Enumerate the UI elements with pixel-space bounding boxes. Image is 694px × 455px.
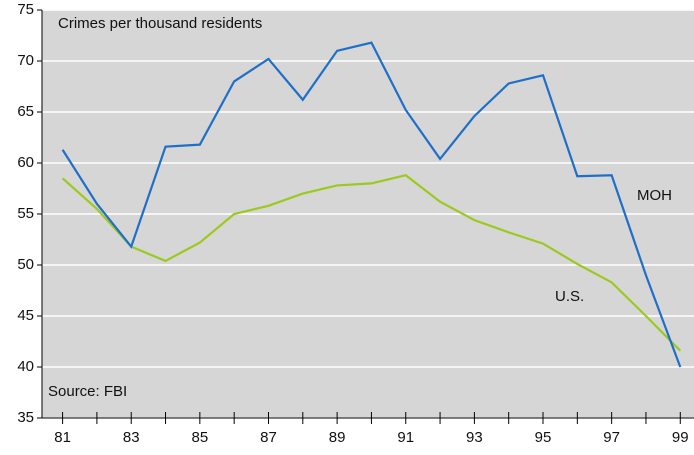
series-label: MOH [637, 187, 672, 204]
series-line [61, 174, 682, 352]
x-tick-label: 83 [123, 429, 140, 446]
y-tick-label: 55 [17, 205, 34, 222]
x-tick-label: 81 [54, 429, 71, 446]
y-tick-label: 35 [17, 409, 34, 426]
y-tick-label: 75 [17, 1, 34, 18]
x-tick-label: 93 [466, 429, 483, 446]
y-tick-label: 65 [17, 103, 34, 120]
series-label: U.S. [555, 288, 584, 305]
series-line [61, 41, 682, 368]
y-tick-label: 60 [17, 154, 34, 171]
y-tick-label: 45 [17, 307, 34, 324]
y-tick-label: 40 [17, 358, 34, 375]
x-tick-label: 95 [535, 429, 552, 446]
x-tick-label: 87 [260, 429, 277, 446]
x-tick-label: 97 [603, 429, 620, 446]
y-tick-label: 50 [17, 256, 34, 273]
x-tick-label: 99 [672, 429, 689, 446]
x-tick-label: 85 [192, 429, 209, 446]
x-tick-label: 89 [329, 429, 346, 446]
annotation: Source: FBI [48, 383, 127, 400]
x-tick-label: 91 [397, 429, 414, 446]
chart-title: Crimes per thousand residents [58, 15, 262, 32]
y-tick-label: 70 [17, 52, 34, 69]
